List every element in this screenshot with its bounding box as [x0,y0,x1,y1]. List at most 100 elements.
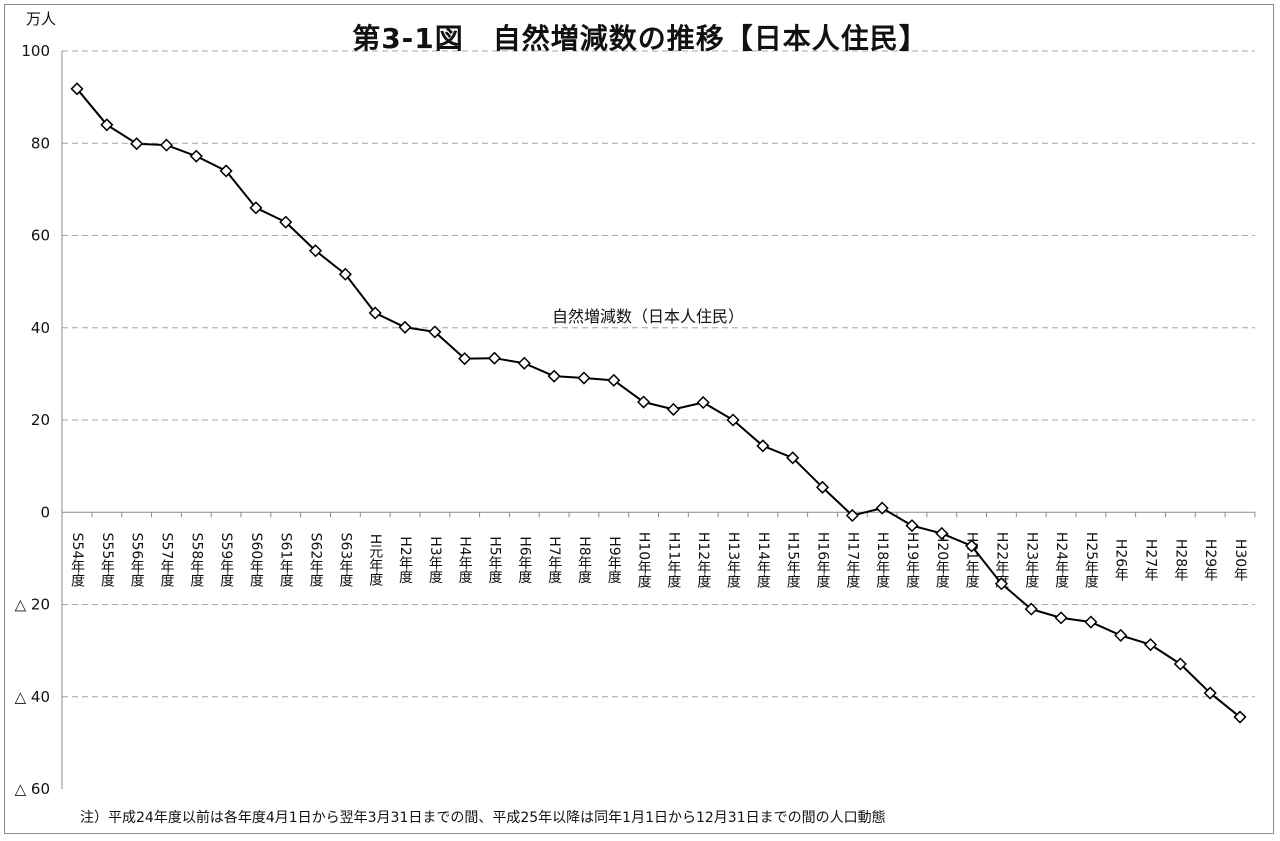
x-tick-label: H24年度 [1053,532,1069,589]
data-point-marker [517,356,531,370]
y-axis-unit-label: 万人 [26,10,57,28]
data-point-marker [577,371,591,385]
chart-title: 第3-1図 自然増減数の推移【日本人住民】 [352,22,928,55]
data-point-marker [547,369,561,383]
data-markers [70,82,1247,724]
x-tick-label: S61年度 [278,533,294,588]
x-tick-label: H29年 [1202,539,1218,582]
x-tick-label: H14年度 [755,532,771,589]
series-label: 自然増減数（日本人住民） [552,307,745,326]
x-tick-label: H11年度 [665,532,681,589]
x-tick-label: S63年度 [337,533,353,588]
data-point-marker [756,439,770,453]
y-tick-label: 40 [31,319,50,337]
x-tick-label: H6年度 [516,536,532,584]
data-point-marker [1084,615,1098,629]
data-point-marker [428,325,442,339]
data-point-marker [219,164,233,178]
data-point-marker [309,244,323,258]
x-tick-label: H2年度 [397,536,413,584]
y-tick-label: 20 [31,411,50,429]
y-tick-label: 0 [40,503,50,521]
data-point-marker [398,320,412,334]
data-point-marker [905,519,919,533]
data-point-marker [70,82,84,96]
y-tick-label: △ 60 [15,780,50,798]
gridlines [62,50,1255,698]
y-tick-labels: 100 80 60 40 20 0 △ 20 △ 40 △ 60 [15,42,50,798]
y-tick-label: 80 [31,134,50,152]
data-point-marker [130,137,144,151]
data-point-marker [1054,611,1068,625]
x-tick-label: H3年度 [427,536,443,584]
data-point-marker [696,395,710,410]
data-point-marker [249,201,263,215]
x-tick-label: H15年度 [785,532,801,589]
data-point-marker [965,539,979,553]
x-tick-label: S62年度 [308,533,324,588]
x-tick-label: H23年度 [1023,532,1039,589]
data-point-marker [637,395,651,409]
x-tick-label: H26年 [1113,539,1129,582]
x-tick-label: S58年度 [188,533,204,588]
data-point-marker [100,118,114,132]
data-point-marker [338,267,352,281]
x-tick-label: H元年度 [367,534,383,587]
x-tick-label: S57年度 [158,533,174,588]
x-tick-label: H9年度 [606,536,622,584]
data-point-marker [1173,657,1187,671]
data-point-marker [1024,602,1038,616]
x-tick-label: H16年度 [815,532,831,589]
data-point-marker [845,508,859,523]
data-point-marker [1143,638,1158,652]
x-tick-label: H20年度 [934,532,950,589]
axes [61,51,1256,789]
x-tick-label: H25年度 [1083,532,1099,589]
x-tick-label: H28年 [1172,539,1188,582]
x-tick-label: H27年 [1143,539,1159,582]
x-tick-label: S59年度 [218,533,234,588]
x-tick-label: S60年度 [248,533,264,588]
data-point-marker [726,413,740,427]
data-point-marker [666,402,680,416]
x-tick-label: H13年度 [725,532,741,589]
data-point-marker [786,451,800,465]
data-point-marker [189,149,203,163]
x-tick-label: H8年度 [576,536,592,584]
data-point-marker [607,373,621,387]
y-tick-label: △ 40 [15,688,50,706]
x-tick-label: H18年度 [874,532,890,589]
chart-frame [4,4,1274,834]
data-point-marker [1233,710,1247,724]
y-tick-label: 60 [31,227,50,245]
data-point-marker [368,306,382,320]
x-tick-label: H10年度 [636,532,652,589]
x-tick-label: H22年度 [993,532,1009,589]
x-tick-label: S56年度 [129,533,145,588]
data-point-marker [1203,686,1217,700]
y-tick-label: 100 [21,42,50,60]
data-point-marker [159,138,174,152]
y-tick-label: △ 20 [15,596,50,614]
x-tick-labels: S54年度 S55年度 S56年度 S57年度 S58年度 S59年度 S60年度 S61年度… [69,532,1248,589]
x-tick-label: H30年 [1232,539,1248,582]
x-tick-label: H7年度 [546,536,562,584]
series-line [76,88,1241,718]
x-tick-label: S54年度 [69,533,85,588]
x-tick-label: S55年度 [99,533,115,588]
data-point-marker [994,577,1008,591]
x-tick-label: H19年度 [904,532,920,589]
footnote: 注）平成24年度以前は各年度4月1日から翌年3月31日までの間、平成25年以降は… [80,810,886,826]
data-point-marker [458,352,472,366]
data-point-marker [1114,628,1128,642]
x-tick-label: H12年度 [695,532,711,589]
x-tick-label: H17年度 [844,532,860,589]
data-point-marker [487,351,502,365]
series-line-layer [76,88,1241,718]
data-point-marker [815,480,830,494]
data-point-marker [875,501,889,515]
data-point-marker [279,215,293,229]
data-point-marker [935,526,949,541]
x-tick-label: H4年度 [457,536,473,584]
